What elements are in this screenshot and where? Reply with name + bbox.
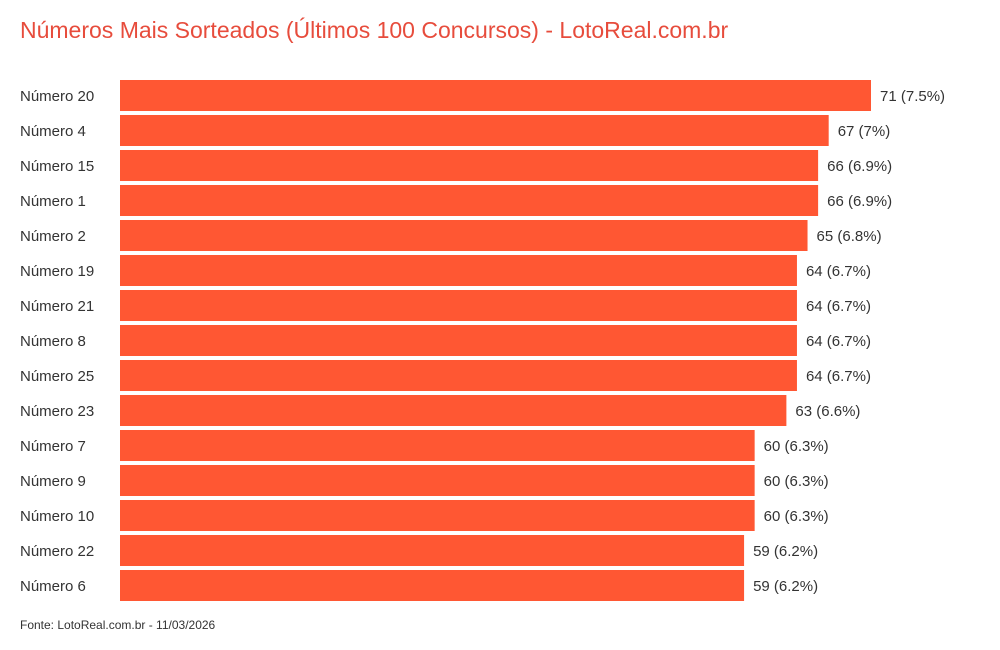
data-label: 60 (6.3%) — [764, 473, 829, 490]
data-label: 64 (6.7%) — [806, 368, 871, 385]
data-label: 66 (6.9%) — [827, 158, 892, 175]
data-label: 66 (6.9%) — [827, 193, 892, 210]
bar — [120, 570, 745, 601]
data-label: 60 (6.3%) — [764, 438, 829, 455]
data-label: 64 (6.7%) — [806, 298, 871, 315]
bar — [120, 80, 871, 111]
category-label: Número 2 — [20, 228, 86, 245]
bar — [120, 115, 829, 146]
data-label: 64 (6.7%) — [806, 263, 871, 280]
source-footer: Fonte: LotoReal.com.br - 11/03/2026 — [20, 618, 216, 632]
data-label: 67 (7%) — [838, 123, 891, 140]
bar — [120, 290, 797, 321]
category-label: Número 20 — [20, 88, 94, 105]
category-label: Número 9 — [20, 473, 86, 490]
bar — [120, 465, 755, 496]
bar — [120, 220, 808, 251]
chart-title: Números Mais Sorteados (Últimos 100 Conc… — [20, 17, 729, 43]
category-label: Número 15 — [20, 158, 94, 175]
bar — [120, 255, 797, 286]
category-label: Número 6 — [20, 578, 86, 595]
bar — [120, 500, 755, 531]
category-label: Número 8 — [20, 333, 86, 350]
category-label: Número 4 — [20, 123, 86, 140]
category-label: Número 23 — [20, 403, 94, 420]
category-label: Número 1 — [20, 193, 86, 210]
category-label: Número 21 — [20, 298, 94, 315]
category-label: Número 25 — [20, 368, 94, 385]
category-label: Número 22 — [20, 543, 94, 560]
bar — [120, 325, 797, 356]
category-label: Número 7 — [20, 438, 86, 455]
bar — [120, 185, 819, 216]
data-label: 64 (6.7%) — [806, 333, 871, 350]
bar — [120, 535, 745, 566]
data-label: 59 (6.2%) — [753, 578, 818, 595]
bar — [120, 150, 819, 181]
data-label: 59 (6.2%) — [753, 543, 818, 560]
data-label: 71 (7.5%) — [880, 88, 945, 105]
data-label: 65 (6.8%) — [817, 228, 882, 245]
bar — [120, 430, 755, 461]
bar — [120, 360, 797, 391]
category-label: Número 10 — [20, 508, 94, 525]
data-label: 60 (6.3%) — [764, 508, 829, 525]
bar — [120, 395, 787, 426]
category-label: Número 19 — [20, 263, 94, 280]
data-label: 63 (6.6%) — [795, 403, 860, 420]
